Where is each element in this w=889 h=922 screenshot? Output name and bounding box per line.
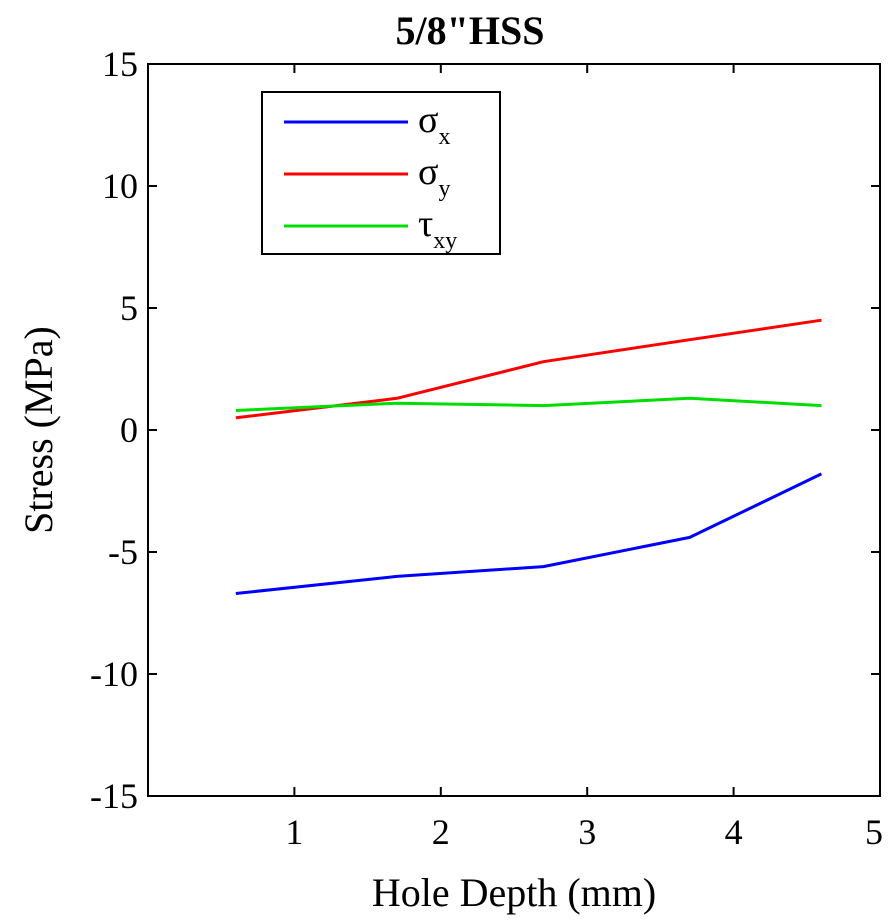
series-lines bbox=[235, 318, 823, 595]
x-axis-ticks: 1 2 3 4 5 bbox=[285, 64, 883, 852]
legend-symbol: σ bbox=[418, 151, 438, 193]
legend-subscript: xy bbox=[433, 228, 457, 254]
y-axis-ticks: 15 10 5 0 -5 -10 -15 bbox=[90, 44, 880, 816]
y-tick-label: -15 bbox=[90, 776, 138, 816]
legend-subscript: y bbox=[438, 176, 450, 202]
y-tick-label: 10 bbox=[102, 166, 138, 206]
legend-subscript: x bbox=[438, 124, 450, 150]
legend-entry-2: τxy bbox=[418, 203, 457, 254]
y-tick-label: -5 bbox=[108, 532, 138, 572]
legend-symbol: τ bbox=[418, 203, 433, 245]
x-axis-label: Hole Depth (mm) bbox=[372, 870, 656, 915]
y-axis-label: Stress (MPa) bbox=[16, 326, 61, 534]
x-tick-label: 3 bbox=[578, 812, 596, 852]
y-tick-label: 15 bbox=[102, 44, 138, 84]
x-tick-label: 2 bbox=[432, 812, 450, 852]
series-line-2 bbox=[235, 396, 822, 412]
y-tick-label: 5 bbox=[120, 288, 138, 328]
x-tick-label: 4 bbox=[725, 812, 743, 852]
series-line-1 bbox=[235, 318, 822, 420]
x-tick-label: 1 bbox=[285, 812, 303, 852]
legend-entry-1: σy bbox=[418, 151, 450, 202]
legend-symbol: σ bbox=[418, 99, 438, 141]
chart-title: 5/8"HSS bbox=[396, 8, 545, 53]
legend-entry-0: σx bbox=[418, 99, 450, 150]
plot-area-frame bbox=[147, 63, 881, 797]
y-tick-label: 0 bbox=[120, 410, 138, 450]
x-tick-label: 5 bbox=[865, 812, 883, 852]
series-line-0 bbox=[235, 472, 823, 595]
y-tick-label: -10 bbox=[90, 654, 138, 694]
